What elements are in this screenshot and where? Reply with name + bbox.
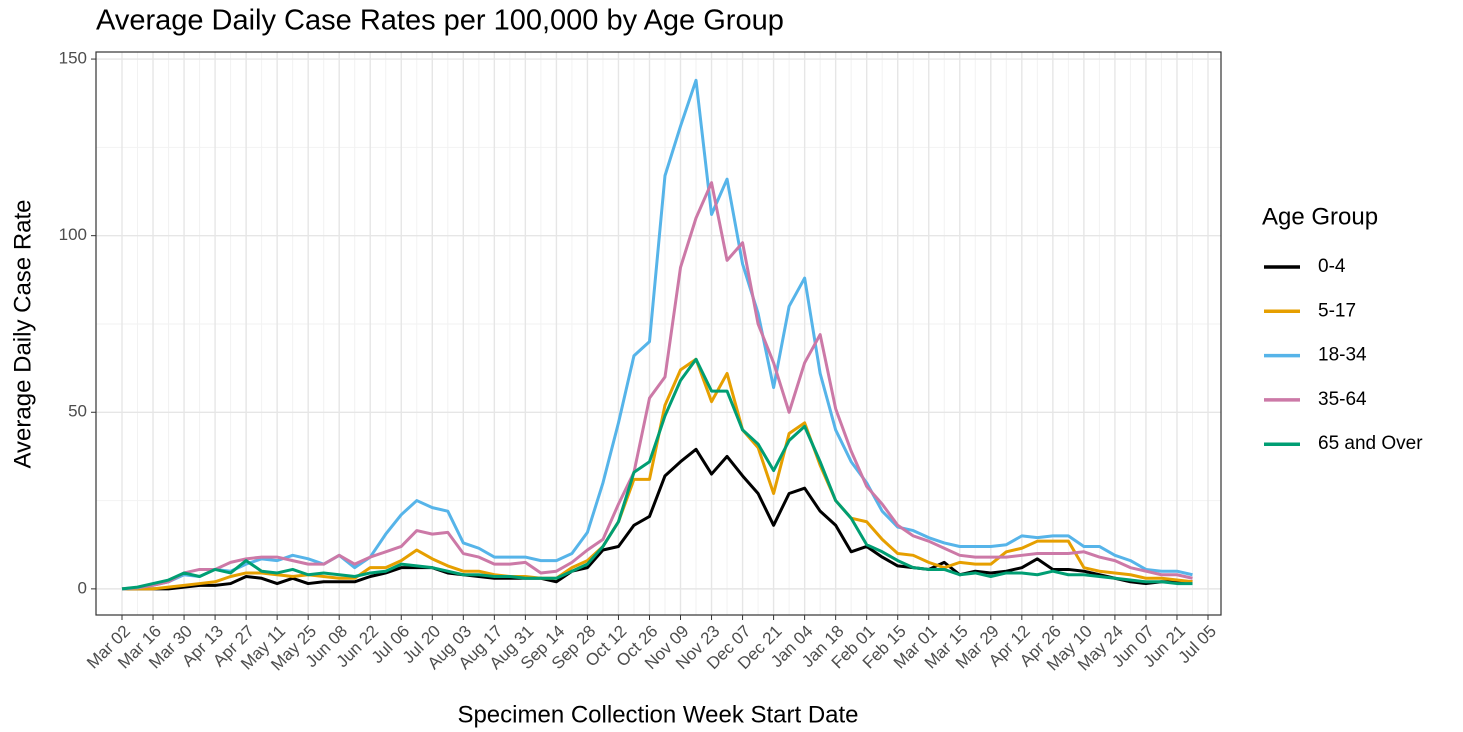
legend-title: Age Group xyxy=(1262,203,1378,230)
legend-label: 5-17 xyxy=(1318,300,1356,321)
legend-label: 35-64 xyxy=(1318,389,1367,410)
y-tick-label: 50 xyxy=(68,402,87,421)
legend-label: 18-34 xyxy=(1318,345,1367,366)
data-line xyxy=(121,181,1193,591)
data-line xyxy=(121,78,1193,591)
y-tick-label: 100 xyxy=(59,225,87,244)
y-tick-label: 150 xyxy=(59,49,87,68)
chart-title: Average Daily Case Rates per 100,000 by … xyxy=(96,5,784,37)
plot-border xyxy=(95,51,1222,616)
legend-label: 65 and Over xyxy=(1318,433,1423,454)
y-tick-label: 0 xyxy=(78,578,87,597)
plot-background xyxy=(96,52,1221,615)
x-axis-title: Specimen Collection Week Start Date xyxy=(457,701,858,728)
legend-label: 0-4 xyxy=(1318,256,1346,277)
y-axis-title: Average Daily Case Rate xyxy=(9,199,36,468)
data-line xyxy=(122,447,1193,591)
data-line xyxy=(121,357,1193,591)
